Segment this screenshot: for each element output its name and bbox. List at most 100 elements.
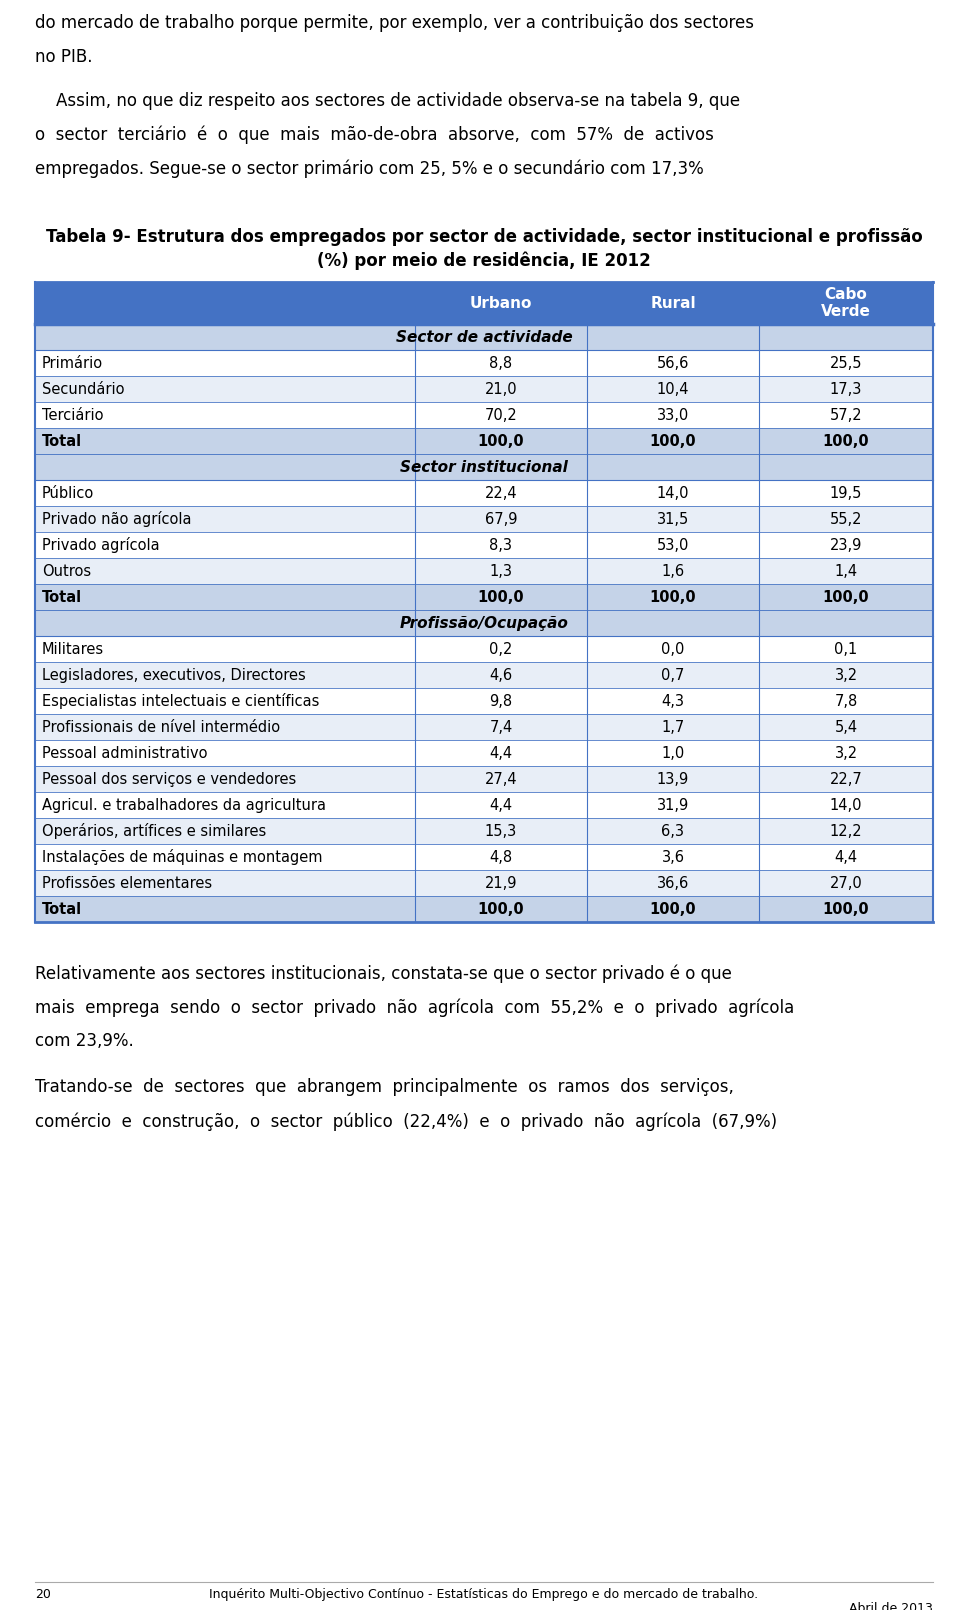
Bar [35,869,933,897]
Text: 0,2: 0,2 [490,641,513,657]
Bar [35,636,933,662]
Bar [35,402,933,428]
Text: Inquérito Multi-Objectivo Contínuo - Estatísticas do Emprego e do mercado de tra: Inquérito Multi-Objectivo Contínuo - Est… [209,1587,758,1600]
Text: Privado agrícola: Privado agrícola [42,538,159,552]
Text: 3,2: 3,2 [834,745,857,760]
Bar [35,506,933,531]
Text: 7,4: 7,4 [490,720,513,734]
Text: Tratando-se  de  sectores  que  abrangem  principalmente  os  ramos  dos  serviç: Tratando-se de sectores que abrangem pri… [35,1079,733,1096]
Text: 56,6: 56,6 [657,356,689,370]
Text: Privado não agrícola: Privado não agrícola [42,510,191,526]
Bar [35,844,933,869]
Bar [35,282,933,324]
Text: 4,8: 4,8 [490,850,513,865]
Text: 19,5: 19,5 [829,486,862,501]
Text: Total: Total [42,589,83,604]
Bar [35,741,933,766]
Text: 3,2: 3,2 [834,668,857,683]
Bar [35,559,933,584]
Text: 7,8: 7,8 [834,694,857,708]
Text: Urbano: Urbano [469,296,532,311]
Text: Profissionais de nível intermédio: Profissionais de nível intermédio [42,720,280,734]
Bar [35,766,933,792]
Text: 53,0: 53,0 [657,538,689,552]
Text: 1,6: 1,6 [661,564,684,578]
Text: 13,9: 13,9 [657,771,689,787]
Text: 1,7: 1,7 [661,720,684,734]
Text: 22,7: 22,7 [829,771,862,787]
Text: 8,8: 8,8 [490,356,513,370]
Bar [35,454,933,480]
Text: Militares: Militares [42,641,104,657]
Text: do mercado de trabalho porque permite, por exemplo, ver a contribuição dos secto: do mercado de trabalho porque permite, p… [35,14,754,32]
Text: 100,0: 100,0 [650,433,696,449]
Text: Total: Total [42,902,83,916]
Text: 100,0: 100,0 [650,902,696,916]
Text: Profissões elementares: Profissões elementares [42,876,212,890]
Bar [35,610,933,636]
Text: 1,3: 1,3 [490,564,513,578]
Text: 100,0: 100,0 [650,589,696,604]
Text: 0,0: 0,0 [661,641,684,657]
Text: comércio  e  construção,  o  sector  público  (22,4%)  e  o  privado  não  agríc: comércio e construção, o sector público … [35,1113,778,1130]
Text: 100,0: 100,0 [823,433,870,449]
Text: 100,0: 100,0 [478,589,524,604]
Text: 4,3: 4,3 [661,694,684,708]
Text: Primário: Primário [42,356,103,370]
Text: Outros: Outros [42,564,91,578]
Text: 67,9: 67,9 [485,512,517,526]
Text: 36,6: 36,6 [657,876,689,890]
Bar [35,818,933,844]
Bar [35,897,933,923]
Text: 15,3: 15,3 [485,823,517,839]
Text: 27,0: 27,0 [829,876,862,890]
Text: mais  emprega  sendo  o  sector  privado  não  agrícola  com  55,2%  e  o  priva: mais emprega sendo o sector privado não … [35,998,794,1016]
Bar [35,687,933,713]
Text: 4,4: 4,4 [834,850,857,865]
Bar [35,377,933,402]
Bar [35,531,933,559]
Text: Instalações de máquinas e montagem: Instalações de máquinas e montagem [42,848,323,865]
Bar [35,349,933,377]
Text: no PIB.: no PIB. [35,48,92,66]
Text: 25,5: 25,5 [829,356,862,370]
Text: Agricul. e trabalhadores da agricultura: Agricul. e trabalhadores da agricultura [42,797,326,813]
Bar [35,713,933,741]
Text: 5,4: 5,4 [834,720,857,734]
Text: Operários, artífices e similares: Operários, artífices e similares [42,823,266,839]
Text: Rural: Rural [650,296,696,311]
Text: 1,4: 1,4 [834,564,857,578]
Text: 4,6: 4,6 [490,668,513,683]
Text: o  sector  terciário  é  o  que  mais  mão-de-obra  absorve,  com  57%  de  acti: o sector terciário é o que mais mão-de-o… [35,126,714,145]
Bar [35,662,933,687]
Text: 4,4: 4,4 [490,745,513,760]
Text: Abril de 2013: Abril de 2013 [850,1602,933,1610]
Text: 33,0: 33,0 [657,407,689,422]
Text: 6,3: 6,3 [661,823,684,839]
Bar [35,584,933,610]
Text: 57,2: 57,2 [829,407,862,422]
Text: Especialistas intelectuais e científicas: Especialistas intelectuais e científicas [42,692,320,708]
Text: 100,0: 100,0 [823,902,870,916]
Text: Sector institucional: Sector institucional [400,459,568,475]
Text: 31,5: 31,5 [657,512,689,526]
Bar [35,480,933,506]
Text: Terciário: Terciário [42,407,104,422]
Text: Pessoal administrativo: Pessoal administrativo [42,745,207,760]
Bar [35,428,933,454]
Text: 70,2: 70,2 [485,407,517,422]
Text: 8,3: 8,3 [490,538,513,552]
Text: 21,0: 21,0 [485,382,517,396]
Text: 100,0: 100,0 [478,902,524,916]
Text: 14,0: 14,0 [829,797,862,813]
Text: 0,1: 0,1 [834,641,857,657]
Text: 0,7: 0,7 [661,668,684,683]
Text: Sector de actividade: Sector de actividade [396,330,572,345]
Text: 9,8: 9,8 [490,694,513,708]
Bar [35,792,933,818]
Text: 31,9: 31,9 [657,797,689,813]
Text: Assim, no que diz respeito aos sectores de actividade observa-se na tabela 9, qu: Assim, no que diz respeito aos sectores … [35,92,740,109]
Text: 100,0: 100,0 [823,589,870,604]
Text: Cabo
Verde: Cabo Verde [821,287,871,319]
Bar [35,324,933,349]
